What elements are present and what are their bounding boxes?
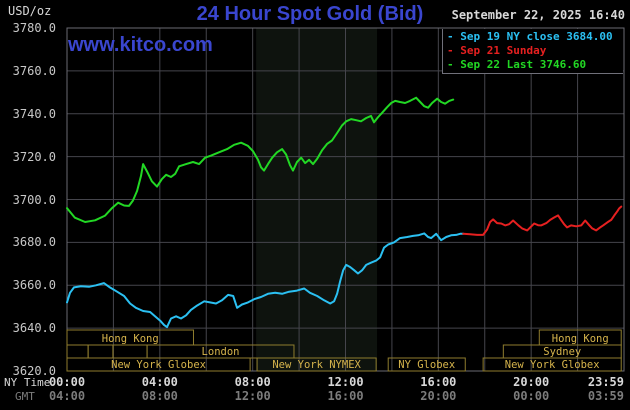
x-tick-label: 04:00 [48, 389, 86, 403]
chart-title: 24 Hour Spot Gold (Bid) [196, 3, 424, 25]
x-tick-label: 12:00 [234, 389, 271, 403]
y-tick-label: 3660.0 [12, 278, 56, 293]
x-tick-label: 16:00 [420, 375, 457, 389]
legend-swatch-dash: - [447, 44, 454, 57]
session-label: New York Globex [505, 359, 600, 371]
y-tick-label: 3680.0 [12, 235, 56, 250]
session-box [87, 344, 114, 359]
legend-box: - Sep 19 NY close 3684.00 - Sep 21 Sunda… [442, 29, 623, 74]
x-tick-label: 12:00 [327, 375, 364, 389]
x-axis-row-label-gmt: GMT [15, 390, 35, 403]
x-tick-label: 00:00 [513, 389, 550, 403]
session-label: Hong Kong [102, 333, 159, 345]
session-label: Sydney [543, 346, 581, 358]
session-box [66, 357, 251, 372]
series-line-sep19 [66, 232, 465, 329]
kitco-logo-link[interactable]: www.kitco.com [68, 34, 213, 56]
x-tick-label: 08:00 [141, 389, 178, 403]
y-tick-label: 3720.0 [12, 149, 56, 164]
session-label: London [202, 346, 240, 358]
legend-item-sep21: - Sep 21 Sunday [447, 44, 623, 58]
chart-datetime: September 22, 2025 16:40 [451, 8, 625, 22]
session-label: Hong Kong [552, 333, 609, 345]
session-box [66, 344, 89, 359]
y-tick-label: 3760.0 [12, 63, 56, 78]
legend-item-label: Sep 22 Last 3746.60 [453, 58, 587, 71]
session-box [256, 357, 377, 372]
series-line-sep22 [66, 96, 455, 223]
y-tick-label: 3740.0 [12, 106, 56, 121]
legend-item-sep22: - Sep 22 Last 3746.60 [447, 58, 623, 72]
legend-swatch-dash: - [447, 58, 454, 71]
series-line-sep21 [462, 205, 623, 236]
session-box [482, 357, 622, 372]
x-tick-label: 16:00 [327, 389, 364, 403]
legend-swatch-dash: - [447, 30, 454, 43]
legend-item-label: Sep 21 Sunday [453, 44, 547, 57]
x-tick-label: 23:59 [587, 375, 624, 389]
session-label: New York NYMEX [272, 359, 361, 371]
session-label: NY Globex [398, 359, 455, 371]
x-tick-label: 20:00 [513, 375, 550, 389]
session-box [112, 344, 148, 359]
x-axis-row-label-nytime: NY Time [4, 376, 51, 389]
x-tick-label: 04:00 [141, 375, 178, 389]
y-tick-label: 3620.0 [12, 364, 56, 378]
session-box [387, 357, 466, 372]
session-label: New York Globex [111, 359, 206, 371]
x-tick-label: 00:00 [48, 375, 86, 389]
y-axis-unit-label: USD/oz [8, 4, 52, 18]
y-tick-label: 3780.0 [12, 21, 56, 35]
x-tick-label: 20:00 [420, 389, 457, 403]
x-tick-label: 08:00 [234, 375, 271, 389]
x-tick-label: 03:59 [587, 389, 624, 403]
legend-item-label: Sep 19 NY close 3684.00 [453, 30, 613, 43]
legend-item-sep19: - Sep 19 NY close 3684.00 [447, 30, 623, 44]
y-tick-label: 3700.0 [12, 192, 56, 207]
y-tick-label: 3640.0 [12, 321, 56, 336]
